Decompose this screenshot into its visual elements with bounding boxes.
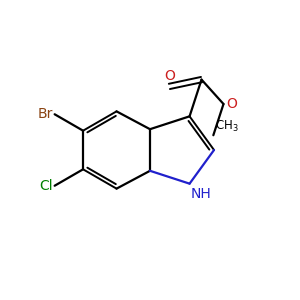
Text: CH$_3$: CH$_3$	[215, 118, 238, 134]
Text: NH: NH	[191, 187, 212, 201]
Text: O: O	[164, 69, 175, 83]
Text: O: O	[226, 97, 237, 111]
Text: Br: Br	[38, 107, 53, 121]
Text: Cl: Cl	[40, 179, 53, 193]
